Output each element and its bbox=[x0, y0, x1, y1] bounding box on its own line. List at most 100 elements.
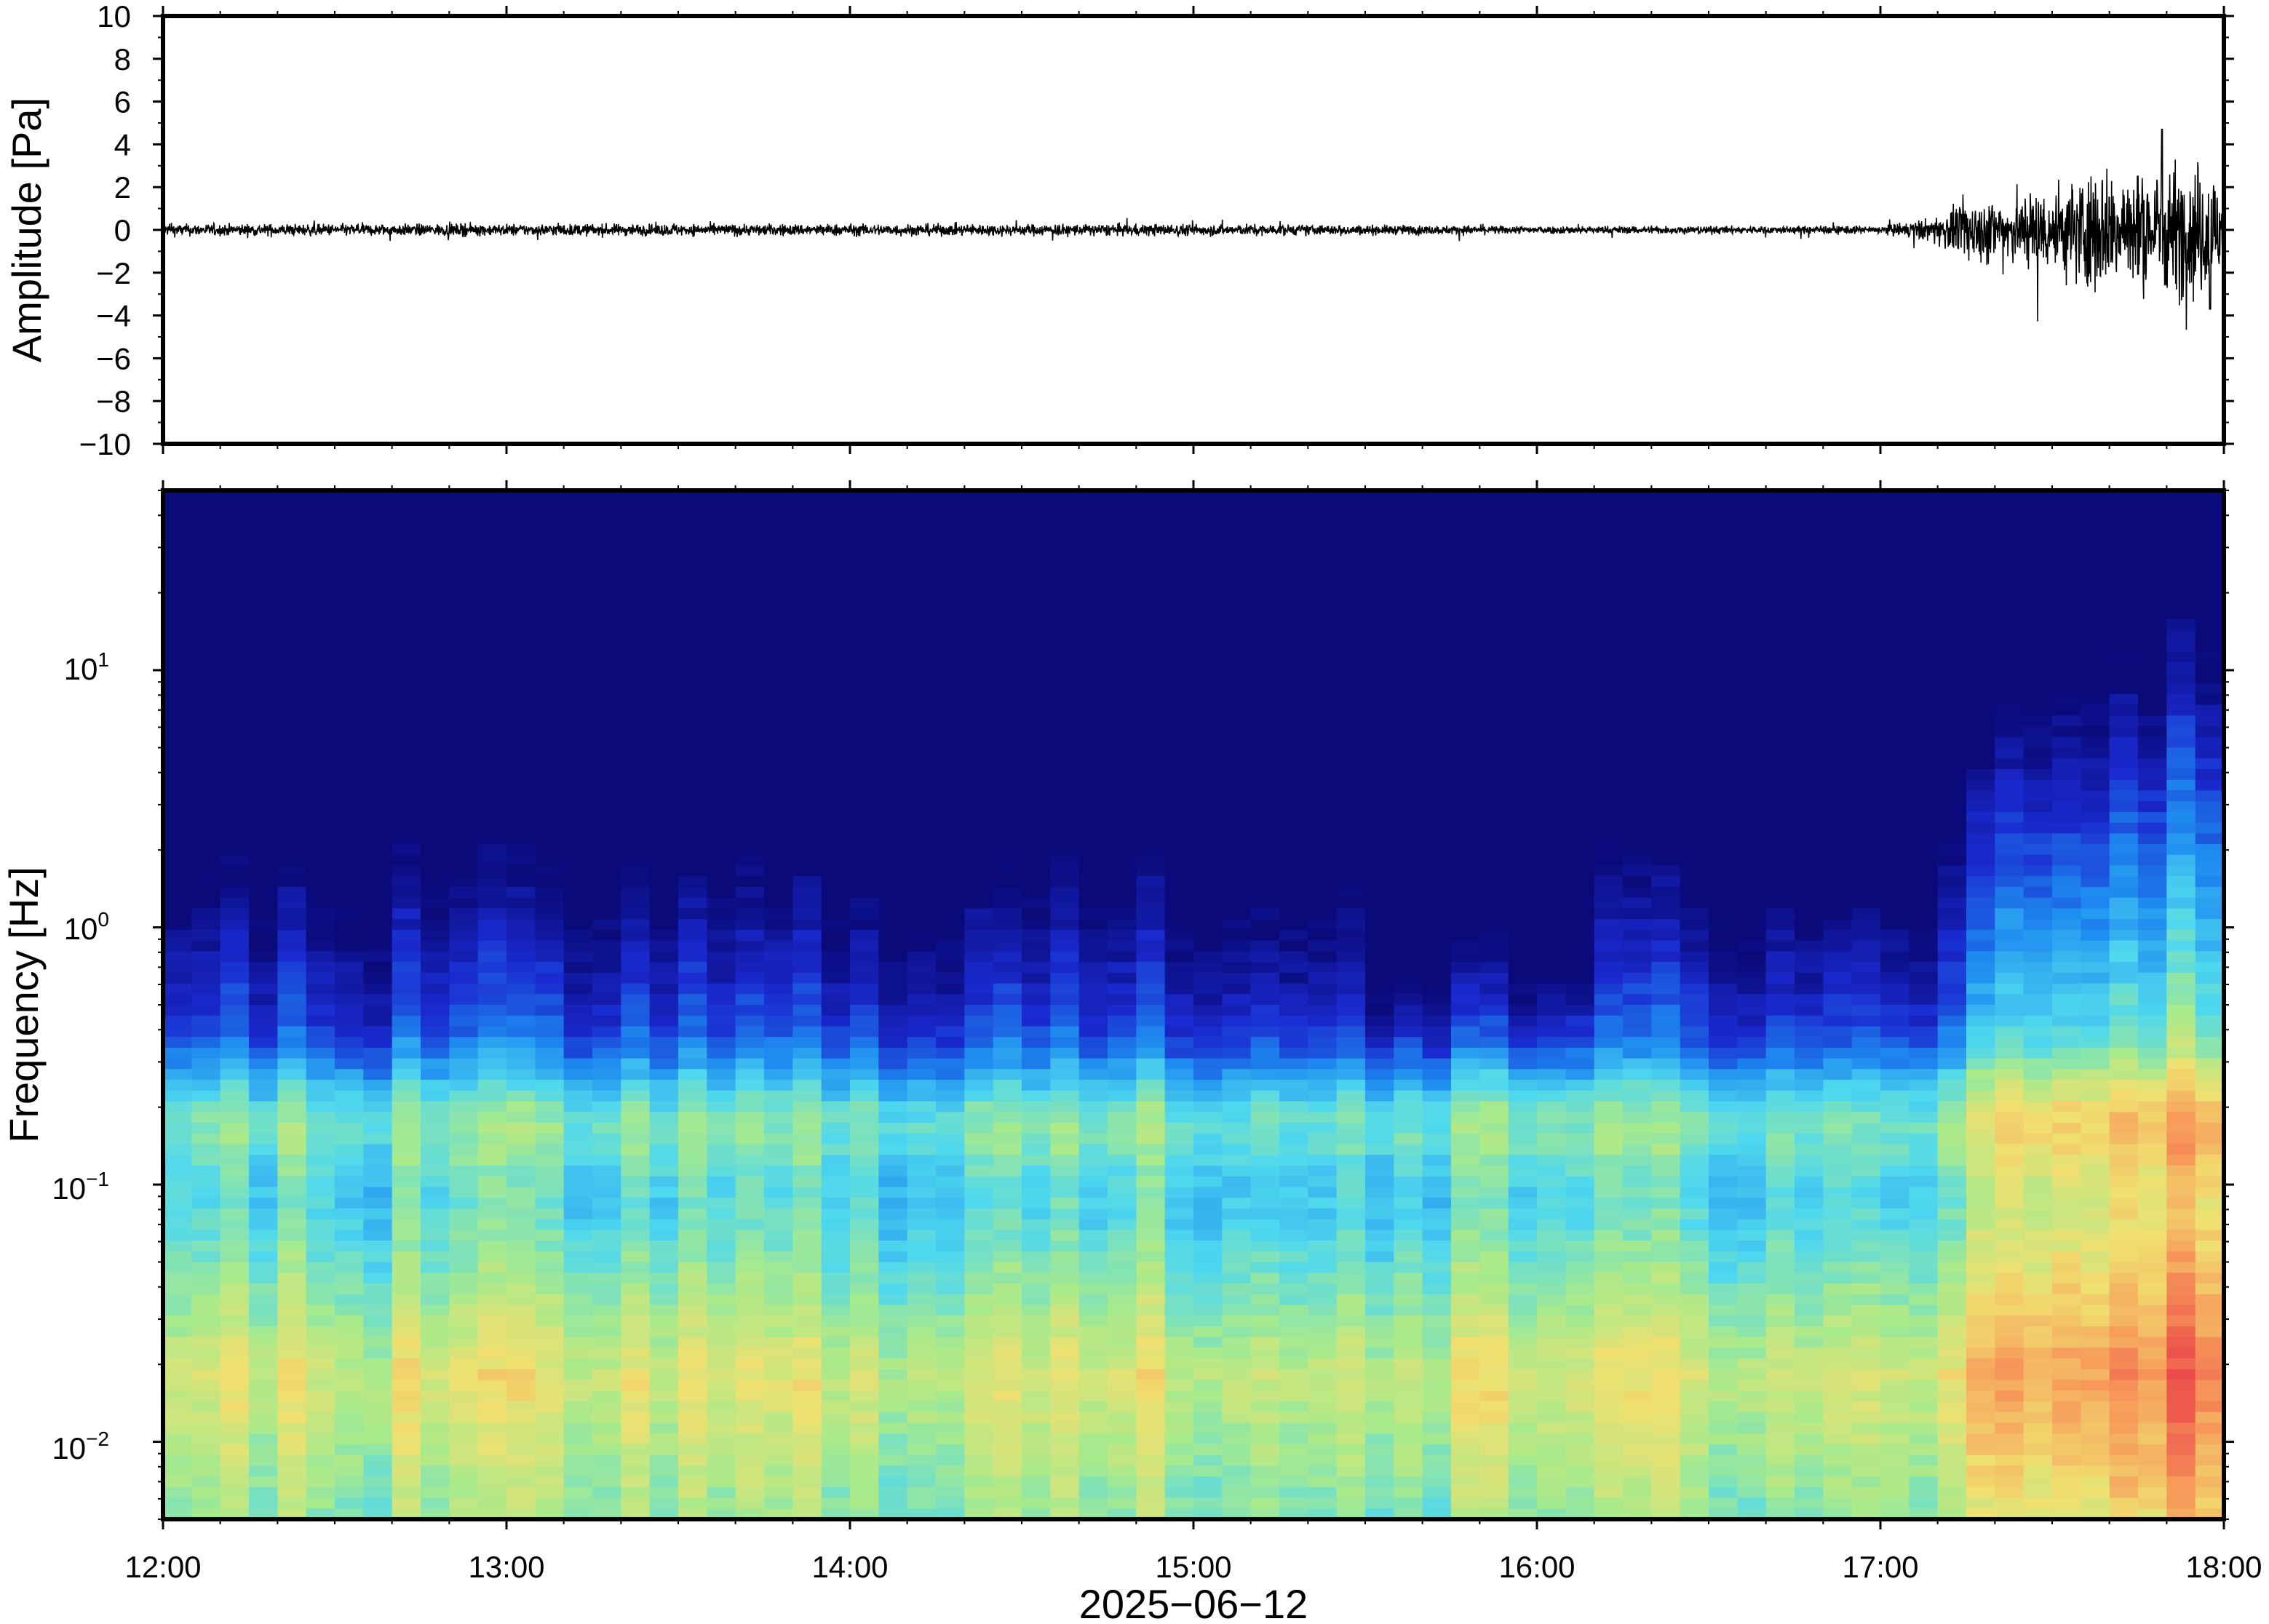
spectrogram-cell bbox=[649, 1465, 679, 1477]
spectrogram-cell bbox=[392, 693, 421, 706]
spectrogram-cell bbox=[1108, 629, 1137, 642]
spectrogram-cell bbox=[163, 929, 193, 942]
spectrogram-cell bbox=[449, 994, 479, 1006]
spectrogram-cell bbox=[1078, 1112, 1108, 1123]
spectrogram-cell bbox=[878, 586, 908, 599]
spectrogram-cell bbox=[1308, 533, 1338, 545]
spectrogram-cell bbox=[477, 1198, 507, 1209]
spectrogram-cell bbox=[249, 1219, 279, 1231]
spectrogram-cell bbox=[1022, 1486, 1052, 1499]
spectrogram-cell bbox=[993, 1230, 1022, 1241]
spectrogram-cell bbox=[249, 704, 279, 717]
spectrogram-cell bbox=[1050, 1176, 1080, 1188]
spectrogram-cell bbox=[878, 1219, 908, 1231]
spectrogram-cell bbox=[1250, 951, 1280, 963]
spectrogram-cell bbox=[993, 940, 1022, 952]
spectrogram-cell bbox=[1308, 983, 1338, 995]
spectrogram-cell bbox=[392, 1390, 421, 1402]
spectrogram-cell bbox=[1250, 1144, 1280, 1156]
spectrogram-cell bbox=[1565, 1390, 1595, 1402]
spectrogram-cell bbox=[1078, 1165, 1108, 1177]
spectrogram-cell bbox=[678, 1251, 708, 1263]
spectrogram-cell bbox=[1308, 790, 1338, 802]
spectrogram-cell bbox=[421, 672, 450, 684]
spectrogram-cell bbox=[964, 522, 994, 534]
spectrogram-cell bbox=[1136, 1433, 1166, 1445]
spectrogram-cell bbox=[363, 962, 393, 974]
spectrogram-cell bbox=[1164, 1155, 1194, 1166]
spectrogram-cell bbox=[821, 715, 851, 727]
spectrogram-cell bbox=[563, 1112, 593, 1123]
spectrogram-cell bbox=[621, 1422, 651, 1434]
spectrogram-cell bbox=[649, 1294, 679, 1306]
spectrogram-cell bbox=[1365, 618, 1395, 631]
spectrogram-cell bbox=[1422, 1476, 1452, 1488]
spectrogram-cell bbox=[907, 533, 937, 545]
spectrogram-cell bbox=[1594, 833, 1624, 845]
spectrogram-cell bbox=[764, 1026, 794, 1038]
spectrogram-cell bbox=[363, 865, 393, 877]
spectrogram-cell bbox=[621, 586, 651, 599]
spectrogram-cell bbox=[1594, 1112, 1624, 1123]
spectrogram-cell bbox=[1279, 512, 1309, 523]
spectrogram-cell bbox=[392, 1497, 421, 1510]
spectrogram-cell bbox=[1078, 1380, 1108, 1392]
spectrogram-cell bbox=[936, 661, 966, 674]
spectrogram-cell bbox=[592, 1454, 622, 1467]
spectrogram-cell bbox=[1451, 962, 1481, 974]
spectrogram-cell bbox=[792, 1187, 822, 1198]
spectrogram-cell bbox=[449, 608, 479, 620]
spectrogram-cell bbox=[1537, 1047, 1567, 1059]
spectrogram-cell bbox=[392, 833, 421, 845]
spectrogram-cell bbox=[621, 1144, 651, 1156]
spectrogram-cell bbox=[1279, 1454, 1309, 1467]
spectrogram-cell bbox=[392, 704, 421, 717]
spectrogram-cell bbox=[850, 768, 880, 781]
spectrogram-cell bbox=[1022, 1422, 1052, 1434]
spectrogram-cell bbox=[850, 1465, 880, 1477]
spectrogram-cell bbox=[649, 576, 679, 588]
spectrogram-cell bbox=[1193, 1155, 1223, 1166]
spectrogram-cell bbox=[1365, 1508, 1395, 1519]
spectrogram-cell bbox=[1222, 1305, 1252, 1316]
spectrogram-cell bbox=[1479, 1069, 1509, 1080]
spectrogram-cell bbox=[563, 983, 593, 995]
spectrogram-cell bbox=[964, 1433, 994, 1445]
spectrogram-cell bbox=[850, 1058, 880, 1070]
spectrogram-cell bbox=[1479, 1508, 1509, 1519]
spectrogram-cell bbox=[1308, 576, 1338, 588]
spectrogram-cell bbox=[163, 650, 193, 663]
spectrogram-cell bbox=[649, 779, 679, 792]
spectrogram-cell bbox=[506, 886, 536, 899]
spectrogram-cell bbox=[649, 1026, 679, 1038]
spectrogram-cell bbox=[792, 1401, 822, 1413]
spectrogram-cell bbox=[1365, 726, 1395, 738]
spectrogram-cell bbox=[1537, 758, 1567, 770]
spectrogram-cell bbox=[477, 1015, 507, 1027]
spectrogram-cell bbox=[1537, 1241, 1567, 1252]
spectrogram-cell bbox=[1193, 1112, 1223, 1123]
spectrogram-cell bbox=[363, 522, 393, 534]
spectrogram-cell bbox=[649, 1497, 679, 1510]
spectrogram-cell bbox=[1623, 1198, 1653, 1209]
spectrogram-cell bbox=[506, 1080, 536, 1091]
spectrogram-cell bbox=[993, 1187, 1022, 1198]
spectrogram-cell bbox=[878, 1358, 908, 1370]
spectrogram-cell bbox=[1222, 1080, 1252, 1091]
spectrogram-cell bbox=[1078, 919, 1108, 931]
spectrogram-cell bbox=[1336, 1262, 1366, 1274]
spectrogram-cell bbox=[1422, 790, 1452, 802]
spectrogram-cell bbox=[535, 1005, 565, 1016]
spectrogram-cell bbox=[1222, 1262, 1252, 1274]
spectrogram-cell bbox=[764, 897, 794, 909]
spectrogram-cell bbox=[1422, 886, 1452, 899]
spectrogram-cell bbox=[707, 683, 736, 695]
spectrogram-cell bbox=[1365, 1165, 1395, 1177]
spectrogram-cell bbox=[592, 1251, 622, 1263]
spectrogram-cell bbox=[1108, 1058, 1137, 1070]
spectrogram-cell bbox=[850, 1444, 880, 1456]
spectrogram-cell bbox=[163, 1069, 193, 1080]
spectrogram-cell bbox=[249, 1508, 279, 1519]
spectrogram-cell bbox=[306, 983, 335, 995]
spectrogram-cell bbox=[1078, 822, 1108, 835]
